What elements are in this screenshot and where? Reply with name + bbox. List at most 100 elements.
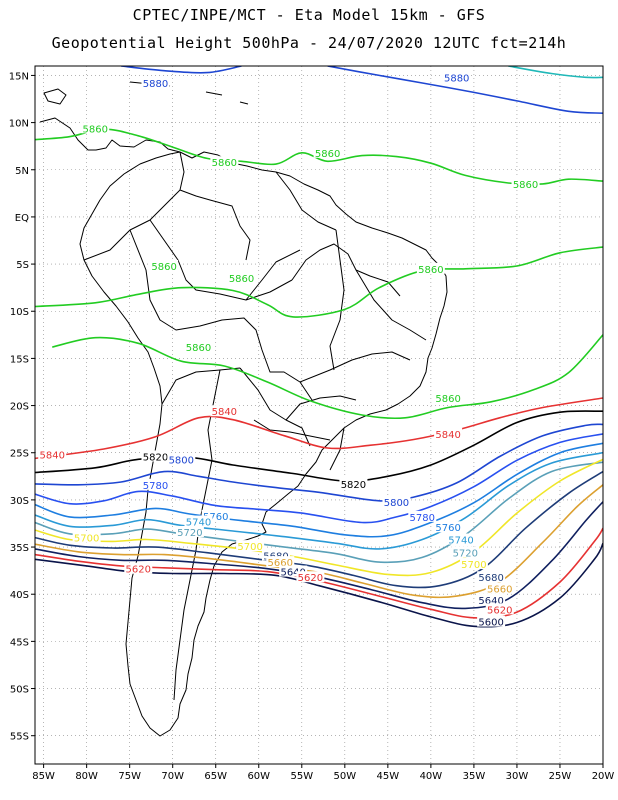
contour-label-bg xyxy=(141,478,170,490)
contour-label-bg xyxy=(261,549,290,561)
contour-label: 5680 xyxy=(478,573,503,584)
contour-label-bg xyxy=(434,427,463,439)
contour-label-bg xyxy=(184,341,213,353)
contour-line-5660 xyxy=(35,484,603,599)
contour-label: 5620 xyxy=(126,565,151,576)
lat-tick-label: 5N xyxy=(15,166,29,177)
contour-label: 5780 xyxy=(410,513,435,524)
contour-label-bg xyxy=(210,156,239,168)
contour-label: 5800 xyxy=(384,498,409,509)
contour-label-bg xyxy=(236,540,265,552)
contour-line-5880 xyxy=(327,66,603,114)
contour-label-bg xyxy=(124,562,153,574)
map-frame xyxy=(34,65,604,765)
contour-label: 5860 xyxy=(229,274,254,285)
contour-line-5640 xyxy=(35,501,603,610)
contour-label: 5620 xyxy=(298,573,323,584)
contour-line-5680 xyxy=(35,470,603,589)
contour-line-5780 xyxy=(35,433,603,524)
lon-tick-label: 25W xyxy=(549,771,572,782)
lon-tick-label: 60W xyxy=(247,771,270,782)
contour-label-bg xyxy=(227,272,256,284)
contour-label-bg xyxy=(210,405,239,417)
contour-label-bg xyxy=(447,533,475,545)
contour-label-bg xyxy=(477,615,506,627)
lat-tick-label: 25S xyxy=(10,449,29,460)
lat-tick-label: EQ xyxy=(15,213,29,224)
longitude-tick-labels: 85W 80W 75W 70W 65W 60W 55W 50W 45W 40W 35W 30W 25W 2… xyxy=(32,764,614,782)
contour-line-5740 xyxy=(35,451,603,550)
contour-label-bg xyxy=(434,392,463,404)
lon-tick-label: 30W xyxy=(506,771,529,782)
coastline-borders xyxy=(39,81,448,737)
contour-line-5700 xyxy=(35,458,603,577)
contour-label: 5820 xyxy=(143,453,168,464)
lon-tick-label: 75W xyxy=(118,771,141,782)
contour-label: 5840 xyxy=(435,430,460,441)
contour-label-bg xyxy=(477,593,506,605)
latitude-tick-labels: 15N 10N 5N EQ 5S 10S 15S 20S 25S 30S 35S 40S 45S 50S 5… xyxy=(9,71,35,743)
contour-label: 5840 xyxy=(39,451,64,462)
lon-tick-label: 20W xyxy=(592,771,615,782)
lat-tick-label: 10N xyxy=(9,119,29,130)
contour-label: 5800 xyxy=(169,455,194,466)
contour-label: 5860 xyxy=(83,124,108,135)
contour-line-5600 xyxy=(35,542,603,628)
contour-label: 5860 xyxy=(315,149,340,160)
lon-tick-label: 50W xyxy=(334,771,357,782)
lat-tick-label: 10S xyxy=(10,307,29,318)
contour-line-5720 xyxy=(35,461,603,564)
lat-tick-label: 50S xyxy=(10,685,29,696)
lon-tick-label: 85W xyxy=(32,771,55,782)
contour-label: 5700 xyxy=(74,534,99,545)
contour-label-bg xyxy=(511,177,540,189)
contour-label-bg xyxy=(313,146,342,158)
lon-tick-label: 35W xyxy=(463,771,486,782)
lon-tick-label: 40W xyxy=(420,771,443,782)
contour-label: 5860 xyxy=(435,394,460,405)
lat-tick-label: 5S xyxy=(16,260,29,271)
contour-label: 5720 xyxy=(177,528,202,539)
contour-label-bg xyxy=(72,531,101,543)
contour-line-5800 xyxy=(35,423,603,502)
lon-tick-label: 65W xyxy=(204,771,227,782)
contour-label: 5640 xyxy=(478,596,503,607)
contour-label-bg xyxy=(167,453,196,465)
title-line-2: Geopotential Height 500hPa - 24/07/2020 … xyxy=(51,34,567,52)
lon-tick-label: 45W xyxy=(377,771,400,782)
brazil-states xyxy=(253,229,427,471)
contour-label: 5760 xyxy=(435,523,460,534)
contour-label: 5660 xyxy=(487,585,512,596)
contour-label: 5840 xyxy=(212,407,237,418)
contour-label-bg xyxy=(408,510,437,522)
contour-label-bg xyxy=(296,571,325,583)
contour-label-bg xyxy=(184,515,213,527)
contour-label: 5740 xyxy=(448,536,473,547)
contour-label-bg xyxy=(201,509,230,521)
contour-label: 5880 xyxy=(143,79,168,90)
contour-label: 5700 xyxy=(461,560,486,571)
graticule-grid xyxy=(35,66,604,764)
contour-line-5860 xyxy=(35,246,603,318)
contour-label-bg xyxy=(150,259,179,271)
contour-label: 5880 xyxy=(444,73,469,84)
contour-label: 5640 xyxy=(280,568,305,579)
lon-tick-label: 70W xyxy=(161,771,184,782)
contour-label-bg xyxy=(339,477,368,489)
lat-tick-label: 15N xyxy=(9,71,29,82)
contour-line-5860 xyxy=(52,334,603,420)
contour-line-5840 xyxy=(35,397,603,460)
lat-tick-label: 35S xyxy=(10,543,29,554)
contour-label-bg xyxy=(442,71,471,83)
lat-tick-label: 30S xyxy=(10,496,29,507)
south-america-coastline xyxy=(79,151,448,737)
contour-label: 5860 xyxy=(151,262,176,273)
contour-label-bg xyxy=(141,450,170,462)
contour-line-5760 xyxy=(35,442,603,538)
contour-label: 5600 xyxy=(478,618,503,629)
contour-label: 5740 xyxy=(186,518,211,529)
lat-tick-label: 55S xyxy=(10,732,29,743)
contour-label: 5860 xyxy=(212,158,237,169)
lat-tick-label: 15S xyxy=(10,354,29,365)
